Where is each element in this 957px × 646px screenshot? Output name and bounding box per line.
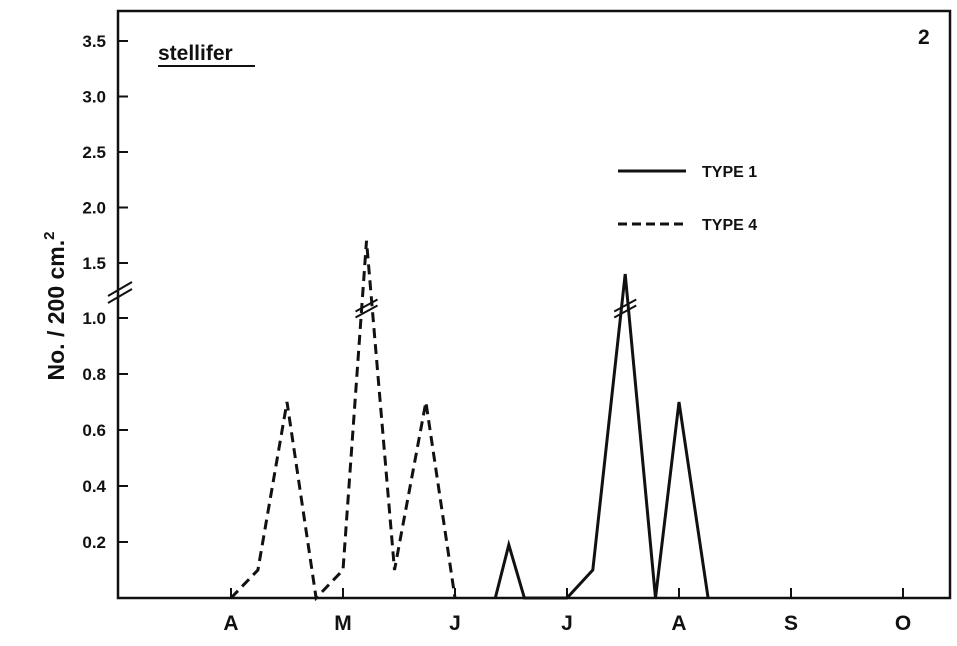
panel-label: 2 [918, 26, 930, 49]
y-tick-label: 0.4 [82, 477, 106, 496]
x-tick-label: J [449, 612, 461, 635]
chart-title: stellifer [158, 42, 233, 65]
y-axis-label-main: No. / 200 cm. [43, 240, 69, 381]
axis-break-marks [107, 281, 133, 304]
y-tick-label: 3.0 [82, 88, 106, 107]
axis-ticks: 0.2 0.4 0.6 0.8 1.0 1.5 2.0 2.5 3.0 3.5 A M J J A S O [82, 32, 911, 635]
y-axis-label: No. / 200 cm.2 [41, 232, 69, 381]
series-break-mark [355, 298, 378, 313]
y-tick-label: 2.0 [82, 199, 106, 218]
x-tick-label: J [561, 612, 573, 635]
x-tick-label: S [784, 612, 798, 635]
y-tick-label: 0.8 [82, 365, 106, 384]
series-line-type-1 [493, 273, 710, 600]
y-tick-label: 3.5 [82, 32, 106, 51]
x-tick-label: M [334, 612, 352, 635]
y-tick-label: 0.6 [82, 421, 106, 440]
x-tick-label: A [223, 612, 238, 635]
x-tick-label: A [671, 612, 686, 635]
legend: TYPE 1 TYPE 4 [618, 164, 757, 234]
y-tick-label: 0.2 [82, 533, 106, 552]
series-lines [229, 240, 710, 602]
y-tick-label: 1.0 [82, 309, 106, 328]
y-axis-label-superscript: 2 [41, 232, 58, 240]
series-break-mark [613, 298, 637, 313]
series-line-type-4 [229, 240, 457, 602]
series-break-mark [355, 304, 378, 319]
x-tick-label: O [895, 612, 911, 635]
legend-label-type-4: TYPE 4 [702, 217, 757, 234]
y-tick-label: 2.5 [82, 143, 106, 162]
y-tick-label: 1.5 [82, 254, 106, 273]
axis-break-mark [107, 288, 133, 304]
series-break-mark [613, 304, 637, 319]
y-axis-label-text: No. / 200 cm.2 [41, 232, 69, 381]
plot-frame [116, 9, 952, 600]
axis-break-mark [107, 281, 133, 297]
legend-label-type-1: TYPE 1 [702, 164, 757, 181]
